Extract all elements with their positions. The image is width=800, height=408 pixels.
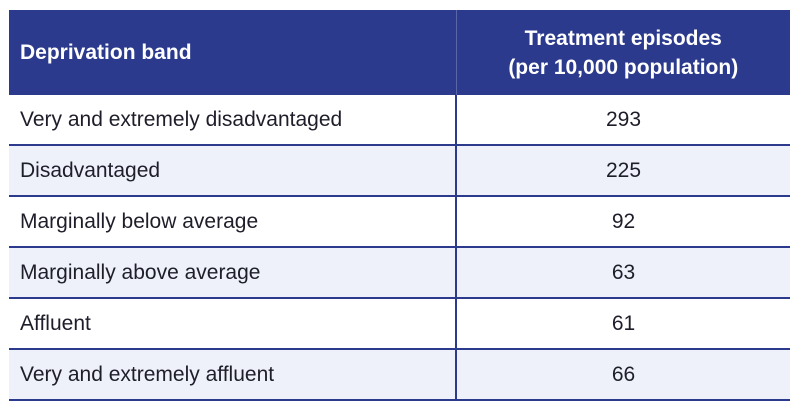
table-row: Marginally above average 63 [9, 247, 790, 299]
row-value-cell: 63 [456, 247, 790, 299]
row-band-cell: Very and extremely disadvantaged [9, 95, 457, 146]
header-treatment-episodes: Treatment episodes (per 10,000 populatio… [456, 10, 790, 95]
table-row: Very and extremely disadvantaged 293 [9, 95, 790, 146]
table-row: Marginally below average 92 [9, 196, 790, 248]
deprivation-table: Deprivation band Treatment episodes (per… [9, 10, 790, 401]
header-treatment-episodes-line1: Treatment episodes [524, 26, 722, 50]
row-band-cell: Marginally below average [9, 196, 457, 248]
row-band-cell: Very and extremely affluent [9, 349, 457, 401]
row-band-cell: Disadvantaged [9, 145, 457, 197]
row-band-cell: Marginally above average [9, 247, 457, 299]
header-deprivation-band: Deprivation band [9, 10, 457, 95]
table-body: Very and extremely disadvantaged 293 Dis… [9, 95, 790, 401]
row-value-cell: 293 [456, 95, 790, 146]
row-value-cell: 92 [456, 196, 790, 248]
table-row: Disadvantaged 225 [9, 145, 790, 197]
header-row: Deprivation band Treatment episodes (per… [9, 10, 790, 95]
row-value-cell: 61 [456, 298, 790, 350]
row-value-cell: 225 [456, 145, 790, 197]
table-row: Affluent 61 [9, 298, 790, 350]
table-row: Very and extremely affluent 66 [9, 349, 790, 401]
header-treatment-episodes-line2: (per 10,000 population) [508, 55, 739, 79]
data-table-container: Deprivation band Treatment episodes (per… [9, 10, 790, 401]
table-header: Deprivation band Treatment episodes (per… [9, 10, 790, 95]
row-value-cell: 66 [456, 349, 790, 401]
row-band-cell: Affluent [9, 298, 457, 350]
